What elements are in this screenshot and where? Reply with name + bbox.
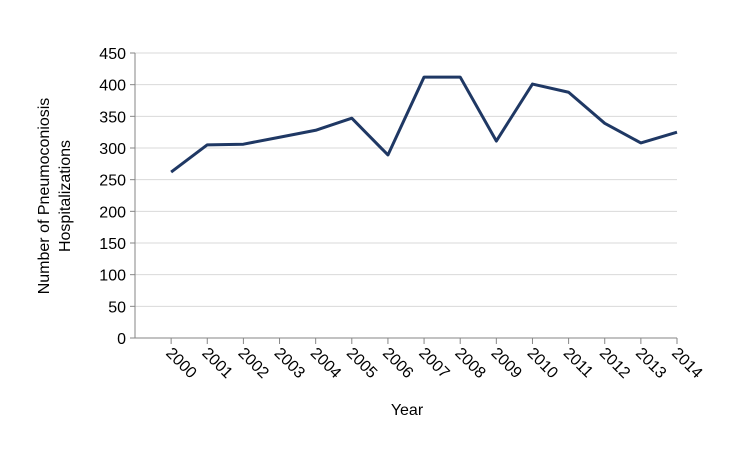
x-tick-label: 2010 xyxy=(524,345,561,382)
x-axis-label: Year xyxy=(391,402,424,419)
y-axis-label: Number of Pneumoconiosis xyxy=(36,98,53,295)
x-tick-label: 2013 xyxy=(632,345,669,382)
y-tick-label: 150 xyxy=(99,236,126,253)
y-tick-label: 100 xyxy=(99,268,126,285)
x-tick-label: 2002 xyxy=(235,345,272,382)
x-tick-label: 2000 xyxy=(162,345,199,382)
y-tick-label: 0 xyxy=(117,331,126,348)
y-tick-label: 400 xyxy=(99,78,126,95)
data-line xyxy=(170,75,678,174)
y-tick-label: 250 xyxy=(99,173,126,190)
x-tick-label: 2005 xyxy=(343,345,380,382)
x-tick-label: 2009 xyxy=(488,345,525,382)
x-tick-label: 2003 xyxy=(271,345,308,382)
x-tick-label: 2001 xyxy=(198,345,235,382)
y-tick-label: 300 xyxy=(99,141,126,158)
y-axis-label: Hospitalizations xyxy=(57,140,74,252)
x-tick-label: 2004 xyxy=(307,345,344,382)
y-tick-label: 50 xyxy=(108,299,126,316)
x-tick-label: 2007 xyxy=(415,345,452,382)
x-tick-label: 2014 xyxy=(668,345,705,382)
y-tick-label: 450 xyxy=(99,46,126,63)
y-tick-label: 200 xyxy=(99,204,126,221)
x-tick-label: 2012 xyxy=(596,345,633,382)
x-tick-label: 2006 xyxy=(379,345,416,382)
x-tick-label: 2008 xyxy=(451,345,488,382)
y-tick-label: 350 xyxy=(99,109,126,126)
x-tick-label: 2011 xyxy=(560,345,596,381)
